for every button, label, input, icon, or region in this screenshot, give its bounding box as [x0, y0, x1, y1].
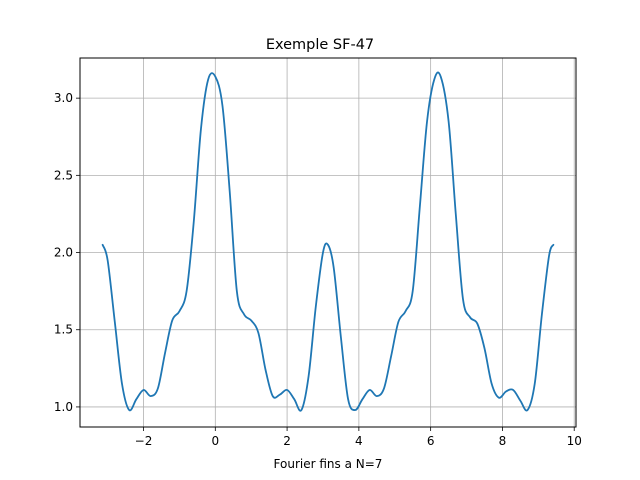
series-line	[101, 71, 555, 412]
grid	[80, 58, 576, 427]
x-tick-label: 8	[499, 434, 507, 448]
x-ticks: −2 0 2 4 6 8 10	[135, 427, 582, 448]
chart-title: Exemple SF-47	[266, 37, 374, 53]
x-axis-label: Fourier fins a N=7	[274, 457, 383, 471]
series-layer	[101, 71, 555, 412]
x-tick-label: 0	[211, 434, 219, 448]
y-ticks: 1.0 1.5 2.0 2.5 3.0	[54, 91, 80, 414]
y-tick-label: 2.0	[54, 246, 73, 260]
y-tick-label: 1.5	[54, 323, 73, 337]
plot-frame	[79, 57, 577, 428]
y-tick-label: 3.0	[54, 91, 73, 105]
x-tick-label: 6	[427, 434, 435, 448]
y-tick-label: 1.0	[54, 400, 73, 414]
x-tick-label: −2	[135, 434, 153, 448]
x-tick-label: 2	[283, 434, 291, 448]
x-tick-label: 4	[355, 434, 363, 448]
x-tick-label: 10	[567, 434, 582, 448]
y-tick-label: 2.5	[54, 168, 73, 182]
